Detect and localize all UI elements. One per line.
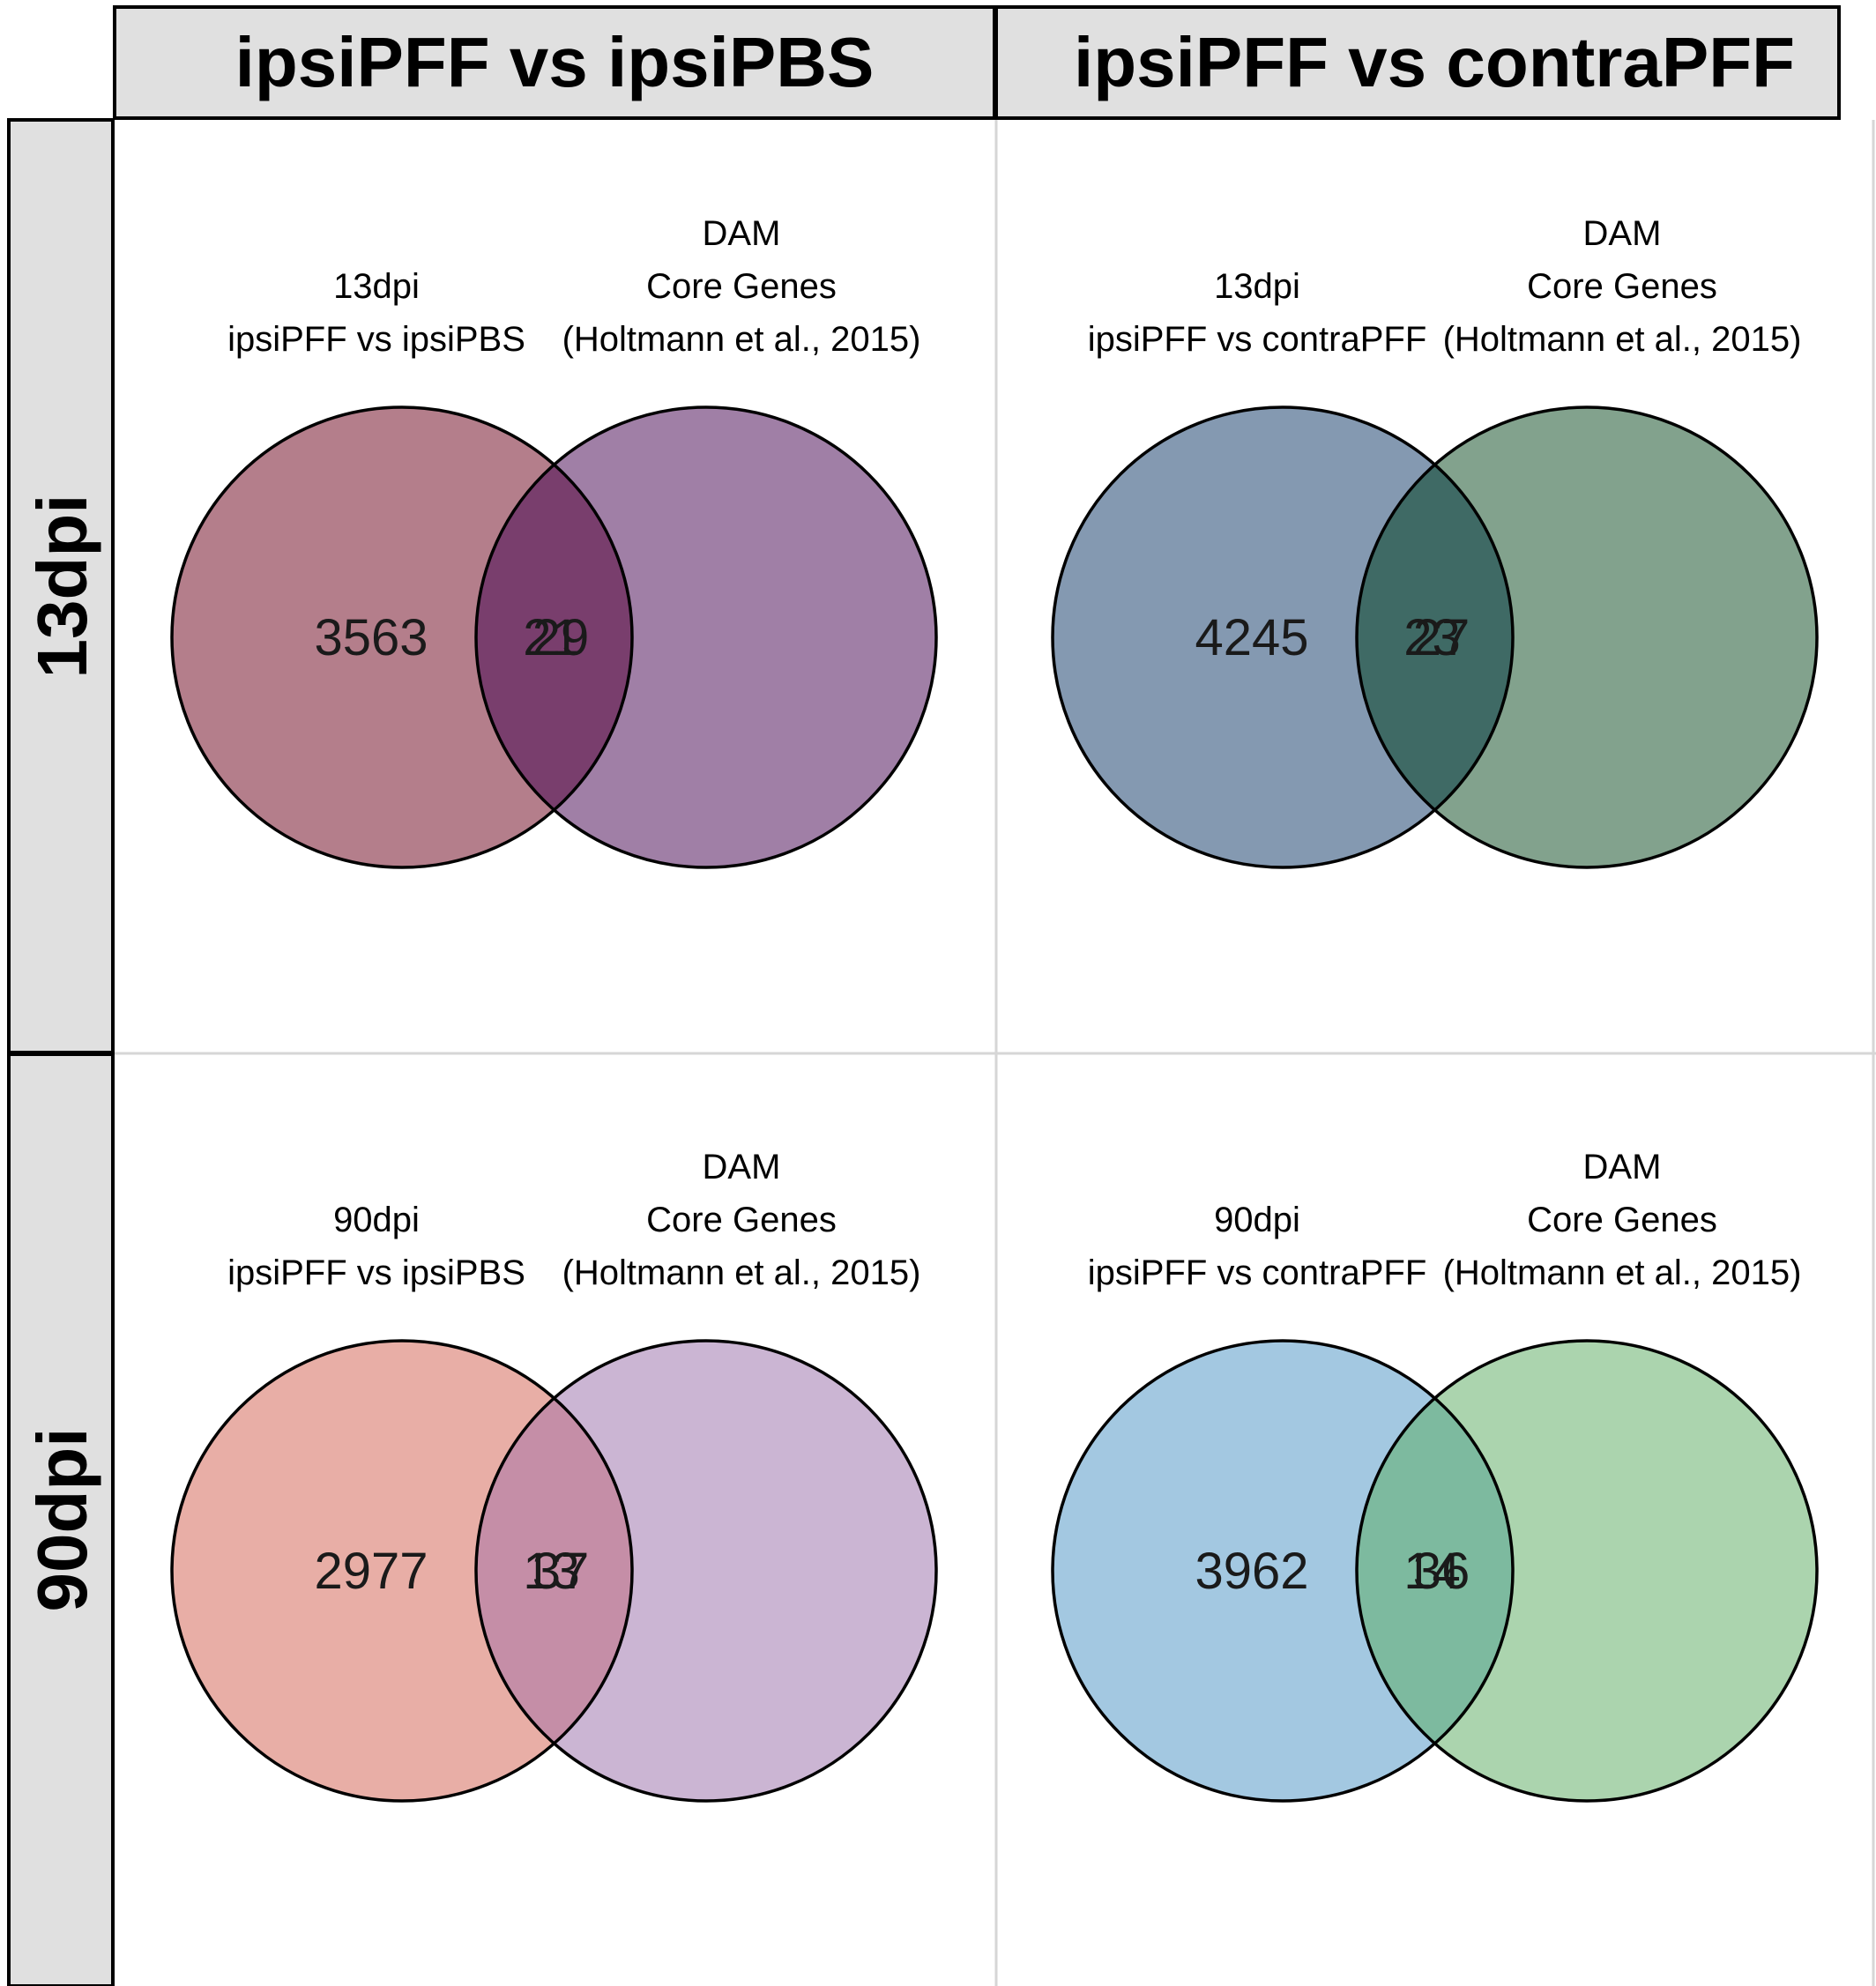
right-set-label-line: Core Genes	[646, 1201, 837, 1239]
overlap-count: 21	[523, 609, 580, 666]
column-header-strip: ipsiPFF vs ipsiPBS ipsiPFF vs contraPFF	[113, 5, 1841, 120]
left-only-count: 4245	[1195, 609, 1308, 666]
overlap-region	[475, 1398, 633, 1744]
left-set-label-line: 90dpi	[1214, 1201, 1300, 1239]
right-set-label-line: DAM	[703, 1148, 781, 1186]
panel-grid	[115, 120, 1876, 1986]
left-only-count: 3563	[314, 609, 428, 666]
left-set-outline	[170, 1339, 634, 1803]
overlap-count: 23	[1403, 609, 1461, 666]
right-only-count: 27	[1413, 609, 1470, 666]
left-set-label-line: 13dpi	[1214, 267, 1300, 306]
column-header-background-1	[113, 5, 996, 120]
right-only-count: 36	[1413, 1543, 1470, 1600]
right-only-count: 37	[532, 1543, 590, 1600]
column-header-background-2	[994, 5, 1841, 120]
left-set-outline	[170, 405, 634, 869]
row-header-background-2	[7, 1053, 115, 1986]
left-set-label-line: ipsiPFF vs contraPFF	[1088, 1253, 1427, 1292]
right-set-outline	[474, 1339, 938, 1803]
column-header-contrapff: ipsiPFF vs contraPFF	[1074, 23, 1795, 101]
right-set-outline	[1355, 1339, 1819, 1803]
overlap-count: 13	[523, 1543, 580, 1600]
overlap-region	[1356, 1398, 1514, 1744]
right-set-label-line: (Holtmann et al., 2015)	[1443, 1253, 1802, 1292]
right-only-count: 29	[532, 609, 590, 666]
right-set-label-line: DAM	[1583, 214, 1662, 253]
column-header-ipsipbs: ipsiPFF vs ipsiPBS	[235, 23, 875, 101]
right-set-label-line: Core Genes	[1527, 1201, 1717, 1239]
left-only-count: 2977	[314, 1543, 428, 1600]
right-set-label-line: DAM	[1583, 1148, 1662, 1186]
right-set-outline	[1355, 405, 1819, 869]
overlap-region	[476, 465, 632, 810]
right-set-outline	[474, 405, 938, 869]
left-only-count: 3962	[1195, 1543, 1308, 1600]
overlap-region	[1357, 465, 1513, 810]
right-set-label-line: (Holtmann et al., 2015)	[562, 1253, 921, 1292]
left-set-label-line: ipsiPFF vs ipsiPBS	[227, 1253, 525, 1292]
row-header-13dpi: 13dpi	[23, 495, 101, 679]
left-set-label-line: ipsiPFF vs contraPFF	[1088, 320, 1427, 359]
overlap-count: 14	[1403, 1543, 1461, 1600]
right-set-label-line: (Holtmann et al., 2015)	[1443, 320, 1802, 359]
row-header-background-1	[7, 118, 115, 1054]
row-header-90dpi: 90dpi	[23, 1428, 101, 1612]
left-set-outline	[1051, 1339, 1515, 1803]
right-set-label-line: Core Genes	[646, 267, 837, 306]
left-set-label-line: ipsiPFF vs ipsiPBS	[227, 320, 525, 359]
left-set-outline	[1051, 405, 1515, 869]
row-header-strip: 13dpi 90dpi	[7, 118, 115, 1986]
right-set-label-line: Core Genes	[1527, 267, 1717, 306]
right-set-label-line: (Holtmann et al., 2015)	[562, 320, 921, 359]
left-set-label-line: 13dpi	[333, 267, 420, 306]
left-set-label-line: 90dpi	[333, 1201, 420, 1239]
right-set-label-line: DAM	[703, 214, 781, 253]
